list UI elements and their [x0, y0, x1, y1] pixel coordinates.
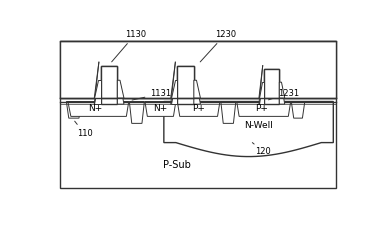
Polygon shape [264, 69, 279, 98]
Polygon shape [177, 66, 194, 98]
Text: 120: 120 [252, 143, 271, 156]
Polygon shape [291, 101, 305, 118]
Text: 110: 110 [75, 121, 92, 138]
Bar [60, 41, 336, 98]
Polygon shape [68, 101, 129, 116]
Polygon shape [101, 66, 117, 104]
Polygon shape [164, 101, 333, 157]
Polygon shape [101, 66, 117, 98]
Text: N+: N+ [153, 104, 167, 114]
Polygon shape [94, 83, 101, 104]
Polygon shape [177, 66, 194, 104]
Polygon shape [279, 82, 285, 98]
Text: 1231: 1231 [269, 89, 299, 100]
Text: N-Well: N-Well [244, 121, 273, 130]
Polygon shape [259, 85, 264, 104]
Polygon shape [67, 101, 81, 118]
Polygon shape [264, 69, 279, 104]
Polygon shape [194, 80, 200, 98]
Text: 1230: 1230 [200, 30, 236, 62]
Text: N+: N+ [88, 104, 102, 114]
Polygon shape [177, 101, 220, 116]
Polygon shape [117, 83, 124, 104]
Text: 1131: 1131 [132, 89, 171, 100]
Polygon shape [279, 85, 285, 104]
Polygon shape [171, 80, 177, 98]
Polygon shape [94, 80, 101, 98]
Text: P-Sub: P-Sub [163, 160, 191, 170]
Text: 1130: 1130 [112, 30, 146, 62]
Polygon shape [259, 82, 264, 98]
Polygon shape [129, 101, 144, 123]
Polygon shape [221, 101, 236, 123]
Text: P+: P+ [192, 104, 205, 114]
Polygon shape [171, 83, 177, 104]
Text: P+: P+ [255, 104, 268, 114]
Polygon shape [117, 80, 124, 98]
Bar [60, 41, 336, 188]
Polygon shape [194, 83, 200, 104]
Polygon shape [237, 101, 291, 116]
Polygon shape [145, 101, 176, 116]
